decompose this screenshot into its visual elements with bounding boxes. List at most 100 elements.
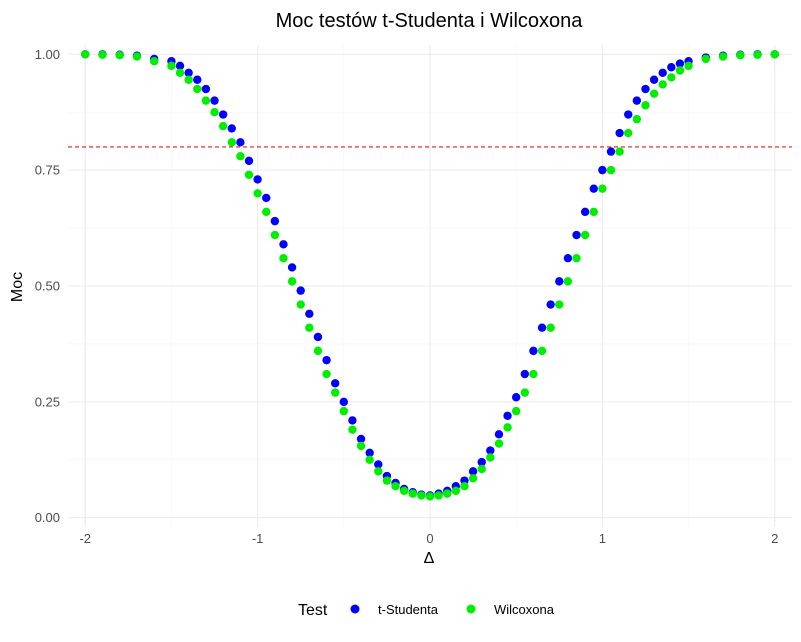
y-axis-title: Moc	[9, 272, 26, 302]
data-point	[468, 467, 478, 476]
data-point	[149, 57, 159, 66]
data-point	[175, 61, 185, 71]
data-point	[296, 300, 305, 309]
data-point	[262, 193, 271, 203]
data-point	[494, 439, 504, 448]
data-point	[555, 277, 564, 286]
data-point	[236, 152, 245, 161]
data-point	[330, 379, 340, 388]
data-point	[253, 189, 262, 198]
data-point	[175, 68, 185, 78]
data-point	[718, 52, 728, 61]
data-point	[356, 441, 366, 451]
data-point	[606, 147, 616, 156]
data-point	[580, 230, 590, 240]
data-point	[374, 467, 383, 476]
data-point	[115, 50, 124, 60]
data-point	[227, 138, 236, 147]
data-point	[580, 207, 590, 217]
data-point	[313, 332, 323, 342]
data-point	[572, 230, 581, 240]
data-point	[460, 482, 469, 491]
data-point	[339, 397, 349, 407]
data-point	[486, 446, 495, 455]
data-point	[184, 68, 193, 78]
data-point	[348, 416, 357, 425]
y-axis-ticks: 0.00 0.25 0.50 0.75 1.00	[35, 47, 60, 525]
data-point	[667, 63, 676, 72]
x-axis-ticks: -2 -1 0 1 2	[79, 531, 778, 546]
data-point	[606, 165, 616, 175]
data-point	[537, 323, 547, 332]
data-point	[339, 406, 349, 416]
data-point	[408, 489, 417, 498]
data-point	[684, 61, 693, 71]
data-point	[279, 253, 288, 263]
data-point	[477, 464, 486, 474]
legend: Test t-Studenta Wilcoxona	[298, 602, 555, 619]
data-point	[736, 50, 745, 60]
data-point	[296, 286, 305, 295]
data-point	[218, 121, 228, 131]
data-point	[641, 84, 650, 94]
data-point	[511, 393, 521, 402]
x-axis-title: Δ	[424, 550, 435, 567]
y-tick-label: 0.25	[35, 394, 60, 409]
data-point	[615, 128, 624, 138]
data-point	[632, 114, 642, 124]
data-point	[641, 101, 650, 110]
data-point	[425, 492, 435, 501]
x-tick-label: 1	[599, 531, 606, 546]
data-point	[391, 482, 400, 491]
data-point	[356, 434, 366, 444]
data-point	[537, 346, 547, 356]
data-point	[382, 476, 392, 485]
x-tick-label: 0	[426, 531, 433, 546]
x-tick-label: -2	[79, 531, 91, 546]
data-point	[374, 460, 383, 469]
data-point	[227, 124, 236, 133]
data-point	[770, 50, 779, 59]
data-point	[81, 50, 90, 59]
data-point	[236, 138, 245, 147]
data-point	[270, 230, 280, 240]
data-point	[287, 263, 297, 272]
data-point	[305, 323, 314, 332]
data-point	[529, 369, 538, 379]
data-point	[753, 50, 762, 59]
data-point	[563, 253, 573, 263]
data-point	[511, 406, 521, 416]
data-point	[675, 66, 685, 75]
y-tick-label: 0.75	[35, 163, 60, 178]
data-point	[658, 68, 667, 78]
data-point	[322, 355, 331, 365]
data-point	[667, 73, 676, 82]
legend-title: Test	[298, 602, 328, 619]
data-point	[615, 147, 624, 156]
data-point	[244, 156, 254, 166]
data-point	[503, 423, 512, 432]
data-point	[305, 309, 314, 319]
data-point	[520, 369, 530, 379]
major-gridlines	[68, 45, 792, 527]
data-point	[348, 425, 357, 434]
data-point	[262, 207, 271, 217]
data-point	[632, 96, 642, 105]
data-point	[572, 253, 581, 263]
data-point	[624, 110, 633, 119]
data-point	[98, 50, 107, 59]
data-point	[589, 207, 598, 217]
legend-key-t-studenta	[350, 604, 360, 614]
data-point	[529, 346, 538, 356]
data-point	[434, 491, 443, 500]
data-point	[365, 448, 374, 458]
data-point	[210, 96, 219, 105]
y-tick-label: 0.00	[35, 510, 60, 525]
data-point	[244, 170, 254, 179]
data-point	[132, 52, 142, 61]
data-point	[598, 184, 607, 193]
series-layer	[81, 50, 779, 501]
data-point	[399, 486, 409, 496]
data-point	[649, 89, 659, 98]
